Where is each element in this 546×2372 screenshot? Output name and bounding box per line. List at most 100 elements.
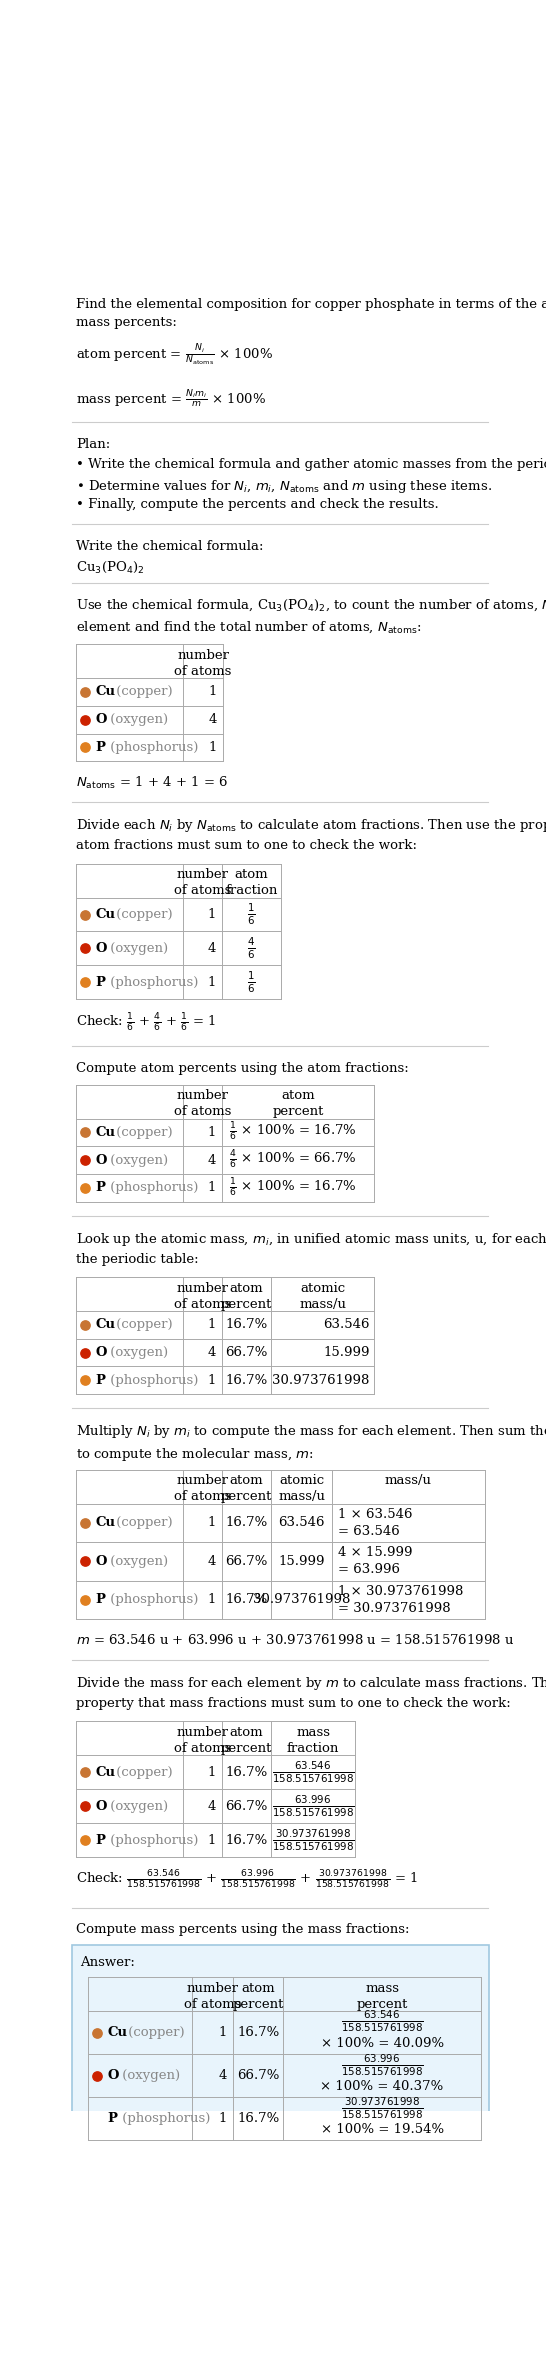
Text: 16.7%: 16.7% <box>237 2026 279 2040</box>
Text: (oxygen): (oxygen) <box>118 2068 180 2083</box>
Point <box>81 1333 90 1371</box>
Text: atom
percent: atom percent <box>221 1727 272 1755</box>
Text: 1: 1 <box>207 1127 216 1139</box>
Text: Cu: Cu <box>96 1765 115 1779</box>
Text: number
of atoms: number of atoms <box>174 1281 231 1312</box>
Point <box>81 1141 90 1179</box>
Text: atomic
mass/u: atomic mass/u <box>299 1281 346 1312</box>
Text: atom
percent: atom percent <box>272 1089 324 1117</box>
Text: Look up the atomic mass, $m_i$, in unified atomic mass units, u, for each elemen: Look up the atomic mass, $m_i$, in unifi… <box>76 1231 546 1267</box>
Text: $\frac{1}{6}$ × 100% = 16.7%: $\frac{1}{6}$ × 100% = 16.7% <box>229 1177 357 1198</box>
Text: O: O <box>96 1153 107 1167</box>
Text: 1: 1 <box>207 1834 216 1845</box>
Text: 1: 1 <box>207 1181 216 1195</box>
Text: 1: 1 <box>207 1516 216 1530</box>
Text: P: P <box>96 1834 105 1845</box>
Text: $\frac{30.973761998}{158.515761998}$: $\frac{30.973761998}{158.515761998}$ <box>272 1826 354 1853</box>
Text: Plan:: Plan: <box>76 439 110 451</box>
Text: (phosphorus): (phosphorus) <box>106 975 199 989</box>
Text: number
of atoms: number of atoms <box>174 868 231 897</box>
Text: atom
percent: atom percent <box>233 1981 284 2011</box>
Text: 16.7%: 16.7% <box>225 1516 268 1530</box>
Text: (phosphorus): (phosphorus) <box>118 2113 210 2125</box>
Point <box>81 1112 90 1150</box>
Text: 4: 4 <box>207 1153 216 1167</box>
Text: 1 × 63.546
= 63.546: 1 × 63.546 = 63.546 <box>338 1509 412 1537</box>
Point <box>81 1307 90 1345</box>
Text: 1: 1 <box>209 740 217 754</box>
Point <box>81 930 90 968</box>
Text: Compute atom percents using the atom fractions:: Compute atom percents using the atom fra… <box>76 1063 409 1075</box>
Text: 15.999: 15.999 <box>278 1554 325 1568</box>
Text: Cu: Cu <box>96 686 115 697</box>
Text: (oxygen): (oxygen) <box>106 1347 168 1359</box>
Point <box>81 897 90 935</box>
Text: (oxygen): (oxygen) <box>106 942 168 956</box>
Text: 30.973761998: 30.973761998 <box>253 1594 350 1606</box>
Text: 1: 1 <box>207 1319 216 1331</box>
Text: number
of atoms: number of atoms <box>174 1727 231 1755</box>
Text: 4: 4 <box>207 1347 216 1359</box>
Text: mass
percent: mass percent <box>357 1981 408 2011</box>
Text: (phosphorus): (phosphorus) <box>106 740 199 754</box>
Point <box>81 1822 90 1860</box>
Text: P: P <box>107 2113 117 2125</box>
Text: (phosphorus): (phosphorus) <box>106 1373 199 1388</box>
Point <box>81 1786 90 1824</box>
Text: 66.7%: 66.7% <box>225 1554 268 1568</box>
Text: $\frac{4}{6}$ × 100% = 66.7%: $\frac{4}{6}$ × 100% = 66.7% <box>229 1148 357 1172</box>
Text: Cu: Cu <box>96 1319 115 1331</box>
Text: P: P <box>96 1181 105 1195</box>
Text: (oxygen): (oxygen) <box>106 1554 168 1568</box>
Text: (copper): (copper) <box>112 686 173 697</box>
Text: 16.7%: 16.7% <box>225 1765 268 1779</box>
Text: (copper): (copper) <box>112 1127 173 1139</box>
Text: 16.7%: 16.7% <box>225 1834 268 1845</box>
Text: $\frac{4}{6}$: $\frac{4}{6}$ <box>247 935 256 961</box>
Text: (copper): (copper) <box>124 2026 185 2040</box>
Text: mass percent = $\frac{N_i m_i}{m}$ × 100%: mass percent = $\frac{N_i m_i}{m}$ × 100… <box>76 387 266 410</box>
Text: Check: $\frac{1}{6}$ + $\frac{4}{6}$ + $\frac{1}{6}$ = 1: Check: $\frac{1}{6}$ + $\frac{4}{6}$ + $… <box>76 1010 216 1034</box>
Point <box>93 2099 102 2137</box>
Text: 1: 1 <box>207 1594 216 1606</box>
Text: number
of atoms: number of atoms <box>184 1981 241 2011</box>
Bar <box>72 1945 489 2159</box>
Text: Cu$_3$(PO$_4$)$_2$: Cu$_3$(PO$_4$)$_2$ <box>76 560 145 574</box>
Text: O: O <box>96 942 107 956</box>
Text: Divide each $N_i$ by $N_{\mathrm{atoms}}$ to calculate atom fractions. Then use : Divide each $N_i$ by $N_{\mathrm{atoms}}… <box>76 818 546 852</box>
Text: 1: 1 <box>207 908 216 920</box>
Text: (copper): (copper) <box>112 1516 173 1530</box>
Text: mass/u: mass/u <box>385 1475 432 1487</box>
Text: 66.7%: 66.7% <box>237 2068 280 2083</box>
Text: Cu: Cu <box>96 1516 115 1530</box>
Point <box>81 1753 90 1791</box>
Text: $\frac{63.546}{158.515761998}$: $\frac{63.546}{158.515761998}$ <box>341 2009 424 2035</box>
Text: (copper): (copper) <box>112 1765 173 1779</box>
Text: × 100% = 19.54%: × 100% = 19.54% <box>321 2123 444 2137</box>
Text: O: O <box>96 1347 107 1359</box>
Text: Divide the mass for each element by $m$ to calculate mass fractions. Then use th: Divide the mass for each element by $m$ … <box>76 1675 546 1710</box>
Text: 30.973761998: 30.973761998 <box>272 1373 370 1388</box>
Text: number
of atoms: number of atoms <box>174 1475 231 1504</box>
Text: 66.7%: 66.7% <box>225 1800 268 1812</box>
Text: 16.7%: 16.7% <box>225 1594 268 1606</box>
Text: (phosphorus): (phosphorus) <box>106 1594 199 1606</box>
Text: Multiply $N_i$ by $m_i$ to compute the mass for each element. Then sum those val: Multiply $N_i$ by $m_i$ to compute the m… <box>76 1423 546 1464</box>
Text: 4: 4 <box>207 1800 216 1812</box>
Text: $\frac{63.996}{158.515761998}$: $\frac{63.996}{158.515761998}$ <box>341 2052 424 2078</box>
Text: atom
fraction: atom fraction <box>225 868 278 897</box>
Text: 1: 1 <box>207 1373 216 1388</box>
Text: Compute mass percents using the mass fractions:: Compute mass percents using the mass fra… <box>76 1924 410 1936</box>
Text: O: O <box>96 1554 107 1568</box>
Point <box>81 1580 90 1618</box>
Point <box>81 1169 90 1207</box>
Point <box>81 700 90 738</box>
Text: Answer:: Answer: <box>80 1955 135 1969</box>
Text: • Determine values for $N_i$, $m_i$, $N_{\mathrm{atoms}}$ and $m$ using these it: • Determine values for $N_i$, $m_i$, $N_… <box>76 477 492 496</box>
Text: 1: 1 <box>219 2026 227 2040</box>
Text: P: P <box>96 1373 105 1388</box>
Text: (phosphorus): (phosphorus) <box>106 1834 199 1845</box>
Text: O: O <box>107 2068 118 2083</box>
Text: $\frac{63.996}{158.515761998}$: $\frac{63.996}{158.515761998}$ <box>272 1793 354 1819</box>
Text: 63.546: 63.546 <box>278 1516 325 1530</box>
